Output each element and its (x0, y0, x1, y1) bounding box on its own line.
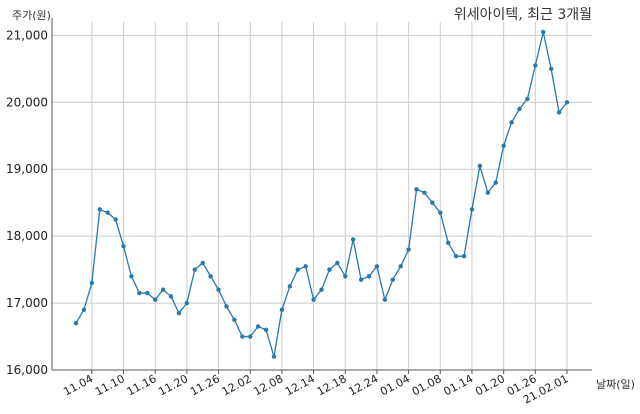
data-point (564, 100, 570, 105)
y-tick-label: 18,000 (6, 229, 48, 243)
data-point (517, 106, 522, 112)
data-point (335, 260, 340, 266)
y-tick-labels: 16,000 17,000 18,000 19,000 20,000 21,000 (6, 28, 48, 377)
x-tick-label: 12.18 (315, 372, 349, 398)
data-point (327, 267, 332, 272)
data-point (485, 190, 491, 195)
data-point (152, 297, 158, 302)
data-point (216, 287, 221, 292)
data-point (446, 240, 451, 246)
data-point (232, 317, 237, 323)
x-tick-label: 12.02 (220, 372, 254, 398)
data-point (145, 290, 150, 296)
y-tick-label: 17,000 (6, 296, 48, 310)
y-tick-label: 21,000 (6, 28, 48, 42)
data-point (73, 320, 79, 326)
y-tick-label: 19,000 (6, 162, 48, 176)
data-point (121, 243, 126, 249)
x-tick-label: 11.20 (156, 372, 190, 398)
data-point (303, 264, 308, 269)
data-point (255, 324, 261, 329)
data-point (477, 163, 483, 169)
x-tick-label: 01.04 (378, 372, 412, 398)
data-point (430, 200, 435, 205)
data-point (248, 334, 253, 339)
data-point (541, 29, 546, 35)
x-axis-label: 날짜(일) (596, 377, 635, 391)
data-point (501, 143, 506, 149)
data-point (240, 334, 245, 339)
data-point (295, 267, 300, 272)
data-point (279, 307, 285, 312)
x-tick-labels: 11.0411.1011.1611.2011.2612.0212.0812.14… (61, 372, 570, 406)
data-point (398, 264, 403, 269)
data-point (105, 210, 110, 215)
x-tick-label: 12.24 (346, 372, 380, 398)
data-point (469, 207, 475, 212)
data-point (453, 254, 459, 259)
data-point (406, 247, 411, 252)
data-points (73, 29, 570, 359)
data-point (89, 280, 95, 286)
data-point (129, 274, 134, 279)
x-tick-label: 11.10 (93, 372, 127, 398)
data-point (358, 277, 364, 282)
data-point (509, 120, 514, 125)
data-point (556, 110, 562, 115)
data-point (208, 274, 213, 279)
data-point (311, 297, 316, 302)
data-point (343, 274, 348, 279)
data-point (168, 294, 174, 299)
data-point (414, 187, 419, 192)
data-point (350, 237, 356, 242)
x-tick-label: 11.04 (61, 372, 95, 398)
x-tick-label: 11.16 (125, 372, 159, 398)
x-tick-label: 12.08 (251, 372, 285, 398)
y-tick-label: 16,000 (6, 363, 48, 377)
data-point (422, 190, 427, 195)
data-point (184, 300, 190, 306)
data-point (461, 254, 467, 259)
y-axis-label: 주가(원) (12, 9, 51, 22)
data-point (263, 327, 269, 333)
x-tick-label: 12.14 (283, 372, 317, 398)
data-point (271, 354, 277, 359)
axes (51, 18, 592, 374)
grid-lines (52, 22, 592, 370)
data-point (366, 274, 372, 279)
data-point (113, 217, 118, 222)
data-point (224, 304, 229, 309)
data-point (382, 297, 388, 302)
data-point (548, 66, 554, 72)
data-point (160, 287, 166, 292)
data-point (176, 310, 182, 316)
series-line (75, 31, 568, 357)
chart-title: 위세아이텍, 최근 3개월 (454, 7, 592, 23)
x-tick-label: 01.20 (473, 372, 507, 398)
x-tick-label: 01.14 (441, 372, 475, 398)
data-point (493, 180, 498, 185)
data-point (287, 284, 293, 289)
data-point (319, 287, 324, 292)
data-point (97, 207, 102, 212)
data-point (200, 260, 205, 266)
data-point (374, 264, 380, 269)
data-point (533, 63, 538, 68)
x-tick-label: 01.08 (410, 372, 444, 398)
data-point (525, 96, 530, 102)
x-tick-label: 11.26 (188, 372, 222, 398)
data-point (192, 267, 197, 272)
data-point (438, 210, 443, 215)
data-point (137, 290, 142, 296)
y-tick-label: 20,000 (6, 95, 48, 109)
data-point (390, 277, 395, 282)
data-point (81, 307, 87, 312)
